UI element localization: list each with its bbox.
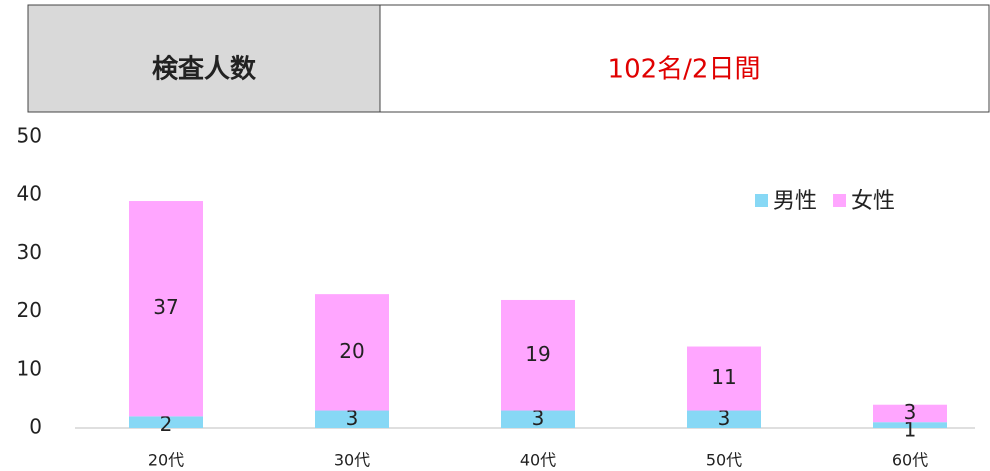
legend-swatch xyxy=(755,194,768,207)
header-label: 検査人数 xyxy=(152,55,257,85)
bar-segment xyxy=(873,404,947,423)
value-label: 11 xyxy=(711,365,736,389)
value-label: 3 xyxy=(904,400,917,424)
bar-segment xyxy=(501,410,575,428)
header-value-cell xyxy=(379,4,990,113)
value-label: 1 xyxy=(904,418,917,442)
value-label: 3 xyxy=(532,406,545,430)
bar-segment xyxy=(687,346,761,411)
value-label: 3 xyxy=(346,406,359,430)
y-tick-label: 0 xyxy=(29,415,42,439)
bar-segment xyxy=(687,410,761,428)
x-tick-label: 20代 xyxy=(148,451,184,470)
x-tick-label: 60代 xyxy=(892,451,928,470)
bar-segment xyxy=(501,299,575,411)
y-tick-label: 10 xyxy=(17,356,42,380)
x-tick-label: 40代 xyxy=(520,451,556,470)
bar-segment xyxy=(129,416,203,428)
legend-label: 男性 xyxy=(773,189,817,214)
x-tick-label: 30代 xyxy=(334,451,370,470)
y-tick-label: 50 xyxy=(17,124,42,148)
bar-segment xyxy=(873,422,947,428)
value-label: 19 xyxy=(525,342,550,366)
legend-label: 女性 xyxy=(851,189,895,214)
x-tick-label: 50代 xyxy=(706,451,742,470)
bar-segment xyxy=(315,410,389,428)
header-label-cell xyxy=(27,4,381,113)
value-label: 37 xyxy=(153,295,178,319)
y-tick-label: 20 xyxy=(17,298,42,322)
bar-segment xyxy=(129,201,203,417)
legend-swatch xyxy=(833,194,847,207)
value-label: 20 xyxy=(339,339,364,363)
value-label: 3 xyxy=(718,406,731,430)
header-value: 102名/2日間 xyxy=(608,55,761,85)
y-tick-label: 30 xyxy=(17,240,42,264)
bar-segment xyxy=(315,294,389,411)
value-label: 2 xyxy=(160,412,173,436)
y-tick-label: 40 xyxy=(17,182,42,206)
